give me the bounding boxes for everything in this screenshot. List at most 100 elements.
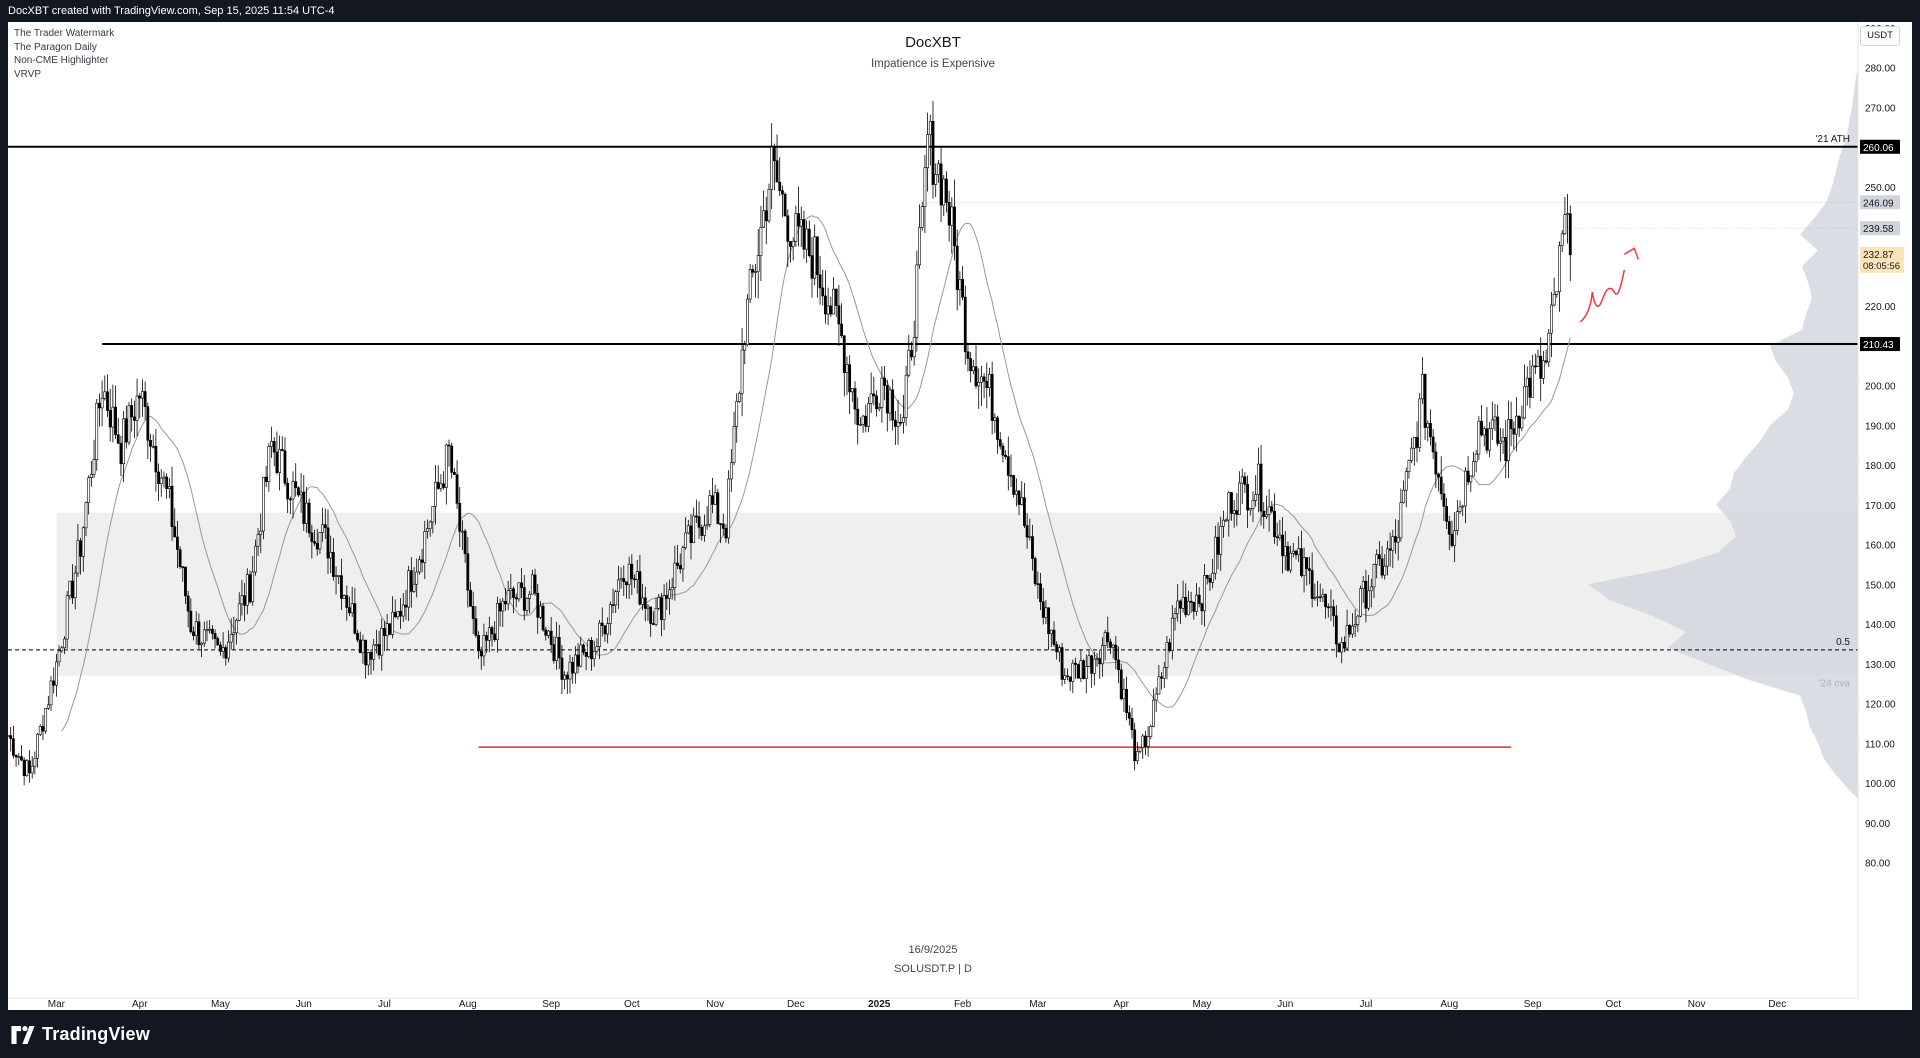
candle[interactable] [1509, 401, 1513, 447]
candle[interactable] [705, 506, 709, 530]
candle[interactable] [845, 356, 849, 396]
candle[interactable] [366, 651, 370, 676]
candle[interactable] [539, 601, 542, 620]
candle[interactable] [883, 366, 886, 401]
candle[interactable] [1009, 454, 1013, 488]
candle[interactable] [1386, 540, 1389, 576]
candle[interactable] [1168, 638, 1172, 653]
candle[interactable] [977, 368, 981, 409]
candle[interactable] [159, 469, 163, 497]
candle[interactable] [1144, 731, 1147, 756]
candle[interactable] [1313, 583, 1317, 601]
candle[interactable] [1326, 603, 1330, 618]
candle[interactable] [1160, 672, 1163, 690]
candle[interactable] [1238, 471, 1241, 515]
candle[interactable] [1090, 654, 1094, 688]
candle[interactable] [232, 616, 236, 650]
candle[interactable] [219, 641, 222, 656]
candle[interactable] [536, 584, 540, 634]
candle[interactable] [493, 621, 497, 642]
candle[interactable] [143, 381, 147, 420]
candle[interactable] [1039, 573, 1042, 611]
indicator-label[interactable]: The Paragon Daily [14, 41, 97, 53]
candle[interactable] [1412, 437, 1416, 466]
candle[interactable] [762, 190, 765, 229]
candle[interactable] [1235, 493, 1239, 526]
candle[interactable] [1184, 583, 1188, 618]
candle[interactable] [530, 569, 534, 595]
candle[interactable] [1345, 609, 1349, 651]
candle[interactable] [1154, 687, 1158, 712]
candle[interactable] [692, 507, 696, 544]
candle[interactable] [396, 611, 400, 620]
candle[interactable] [132, 400, 136, 439]
candle[interactable] [119, 435, 123, 477]
candle[interactable] [17, 753, 21, 766]
indicator-label[interactable]: VRVP [14, 68, 42, 80]
candle[interactable] [1364, 569, 1368, 623]
price-chart[interactable]: '24 cva '21 ATH 0.5 80.00 90.00 100.00 110.0… [8, 22, 1912, 1010]
candle[interactable] [1415, 421, 1419, 463]
candle[interactable] [563, 671, 567, 690]
candle[interactable] [20, 744, 23, 762]
candle[interactable] [1544, 349, 1548, 365]
candle[interactable] [1278, 519, 1282, 541]
candle[interactable] [181, 566, 185, 582]
candle[interactable] [383, 621, 386, 652]
candle[interactable] [326, 509, 330, 574]
candle[interactable] [318, 532, 322, 554]
candle[interactable] [229, 618, 233, 650]
candle[interactable] [576, 642, 580, 674]
candle[interactable] [918, 204, 921, 269]
candle[interactable] [1240, 468, 1244, 504]
candle[interactable] [1219, 516, 1223, 571]
candle[interactable] [955, 229, 959, 311]
candle[interactable] [14, 754, 18, 767]
candle[interactable] [46, 695, 50, 711]
candle[interactable] [267, 443, 271, 492]
candle[interactable] [466, 536, 470, 608]
candle[interactable] [165, 473, 169, 499]
candle[interactable] [689, 513, 693, 560]
candle[interactable] [1270, 500, 1274, 514]
candle[interactable] [418, 555, 421, 575]
candle[interactable] [186, 590, 190, 628]
candle[interactable] [904, 365, 908, 426]
candle[interactable] [686, 519, 690, 535]
candle[interactable] [1407, 459, 1411, 479]
candle[interactable] [461, 520, 464, 551]
candle[interactable] [1165, 636, 1169, 680]
candle[interactable] [68, 580, 72, 600]
candle[interactable] [63, 636, 66, 655]
candle[interactable] [1531, 354, 1535, 398]
candle[interactable] [299, 473, 303, 513]
candle[interactable] [1117, 646, 1120, 684]
candle[interactable] [243, 582, 247, 622]
candle[interactable] [1453, 511, 1457, 563]
candle[interactable] [291, 471, 295, 519]
candle[interactable] [910, 341, 913, 361]
candle[interactable] [1200, 602, 1204, 625]
candle[interactable] [1316, 580, 1319, 607]
candle[interactable] [151, 434, 155, 449]
candle[interactable] [662, 584, 666, 631]
candle[interactable] [1205, 574, 1209, 585]
candle[interactable] [22, 757, 26, 786]
candle[interactable] [756, 229, 760, 299]
candle[interactable] [1472, 451, 1475, 477]
candle[interactable] [770, 123, 774, 210]
candle[interactable] [1281, 517, 1284, 574]
candle[interactable] [1114, 635, 1118, 670]
candle[interactable] [259, 513, 263, 554]
candle[interactable] [1369, 578, 1373, 608]
candle[interactable] [533, 568, 537, 596]
candle[interactable] [272, 437, 276, 467]
candle[interactable] [592, 640, 596, 667]
candle[interactable] [606, 617, 610, 644]
candle[interactable] [52, 667, 56, 694]
candle[interactable] [711, 477, 714, 514]
candle[interactable] [1461, 504, 1465, 517]
candle[interactable] [928, 114, 932, 166]
candle[interactable] [732, 411, 736, 466]
candle[interactable] [703, 514, 706, 542]
